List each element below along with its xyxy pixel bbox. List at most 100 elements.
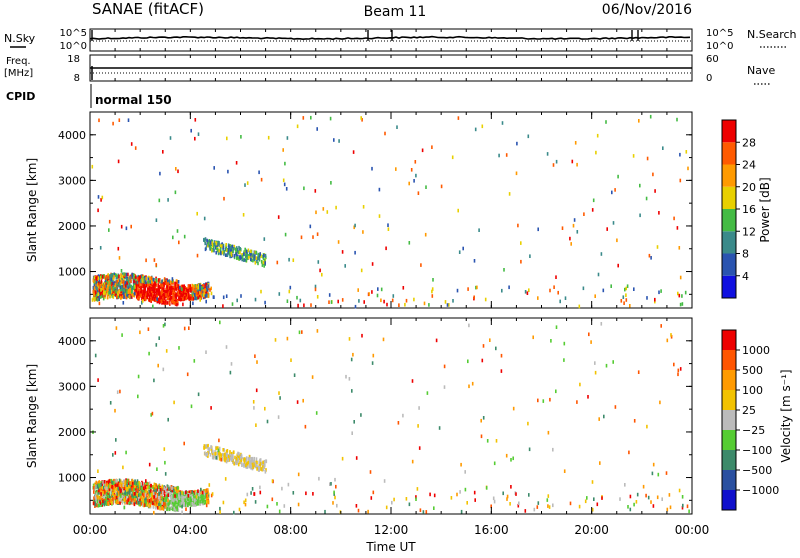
echo-cell: [114, 283, 117, 287]
echo-cell: [112, 485, 114, 490]
echo-cell: [153, 283, 155, 288]
echo-cell: [246, 181, 249, 185]
echo-cell: [129, 276, 131, 280]
echo-cell: [229, 244, 231, 248]
echo-cell: [185, 503, 188, 508]
echo-cell: [110, 277, 113, 282]
echo-cell: [143, 490, 145, 495]
echo-cell: [159, 171, 161, 176]
echo-cell: [311, 375, 314, 379]
echo-cell: [170, 295, 173, 300]
x-tick-label: 04:00: [173, 523, 208, 537]
power-panel-frame: [89, 111, 693, 309]
echo-cell: [317, 260, 320, 264]
echo-cell: [185, 500, 188, 505]
echo-cell: [475, 285, 477, 290]
echo-cell: [578, 504, 581, 509]
echo-cell: [184, 289, 186, 293]
echo-cell: [126, 494, 128, 498]
echo-cell: [372, 353, 375, 358]
echo-cell: [264, 300, 266, 305]
echo-cell: [172, 504, 174, 509]
echo-cell: [512, 456, 514, 461]
echo-cell: [648, 253, 651, 258]
echo-cell: [500, 353, 503, 358]
echo-cell: [360, 413, 362, 417]
echo-cell: [238, 452, 240, 456]
echo-cell: [177, 301, 179, 306]
echo-cell: [97, 292, 99, 296]
colorbar-segment: [722, 253, 736, 276]
echo-cell: [158, 492, 160, 496]
echo-cell: [96, 275, 99, 279]
echo-cell: [210, 493, 213, 498]
echo-cell: [619, 497, 621, 501]
echo-cell: [572, 223, 575, 228]
echo-cell: [446, 303, 449, 307]
echo-cell: [93, 283, 96, 288]
echo-cell: [171, 279, 174, 283]
nave-tick-low: 0: [706, 73, 712, 84]
echo-cell: [656, 245, 659, 249]
echo-cell: [155, 343, 158, 347]
velocity-cells: [92, 320, 690, 515]
echo-cell: [132, 273, 135, 277]
echo-cell: [185, 296, 188, 301]
echo-cell: [341, 456, 344, 461]
echo-cell: [100, 495, 102, 499]
echo-cell: [467, 359, 469, 364]
echo-cell: [134, 285, 136, 289]
echo-cell: [159, 503, 162, 508]
echo-cell: [205, 299, 207, 304]
echo-cell: [249, 464, 251, 469]
echo-cell: [186, 372, 189, 377]
echo-cell: [226, 252, 229, 257]
echo-cell: [410, 168, 413, 172]
echo-cell: [140, 486, 143, 491]
echo-cell: [135, 491, 137, 496]
echo-cell: [199, 298, 201, 302]
echo-cell: [112, 501, 114, 505]
echo-cell: [111, 273, 113, 278]
echo-cell: [188, 493, 191, 497]
echo-cell: [115, 280, 117, 284]
echo-cell: [481, 124, 484, 129]
echo-cell: [225, 345, 228, 349]
echo-cell: [509, 502, 511, 506]
echo-cell: [193, 288, 196, 293]
echo-cell: [142, 299, 144, 303]
echo-cell: [659, 400, 661, 405]
echo-cell: [94, 494, 97, 499]
echo-cell: [100, 294, 103, 299]
echo-cell: [96, 490, 98, 494]
echo-cell: [207, 490, 209, 495]
echo-cell: [95, 286, 98, 291]
echo-cell: [228, 248, 231, 253]
echo-cell: [527, 421, 529, 426]
echo-cell: [176, 489, 178, 494]
echo-cell: [297, 502, 300, 507]
colorbar-segment: [722, 350, 736, 370]
echo-cell: [207, 494, 210, 499]
echo-cell: [408, 181, 410, 186]
echo-cell: [153, 483, 156, 488]
noise-sky-trace: [89, 35, 691, 41]
echo-cell: [318, 476, 320, 481]
echo-cell: [284, 232, 287, 237]
echo-cell: [232, 454, 234, 458]
echo-cell: [130, 496, 133, 500]
echo-cell: [601, 496, 603, 500]
echo-cell: [547, 430, 550, 435]
echo-cell: [153, 510, 155, 515]
echo-cell: [113, 281, 115, 285]
echo-cell: [652, 462, 655, 467]
echo-cell: [179, 497, 182, 502]
echo-cell: [181, 504, 183, 509]
echo-cell: [148, 481, 151, 486]
echo-cell: [174, 284, 177, 288]
echo-cell: [482, 416, 485, 420]
echo-cell: [99, 292, 102, 296]
